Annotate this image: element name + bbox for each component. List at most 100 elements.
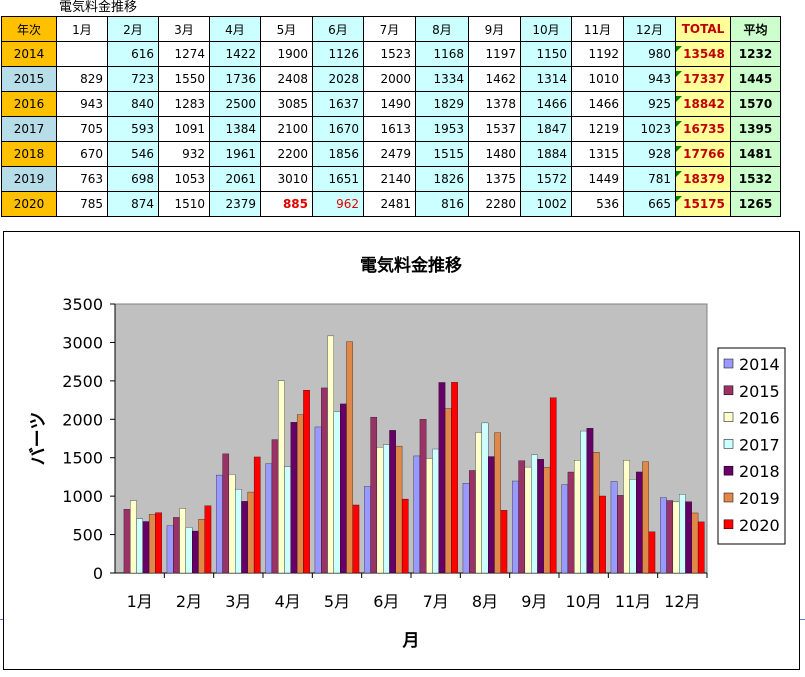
plot-area [114,303,708,574]
value-cell: 3010 [260,166,313,192]
value-cell: 1091 [158,116,210,142]
value-cell: 1168 [415,41,469,67]
legend-label-2014: 2014 [739,355,780,374]
value-cell: 2028 [312,66,364,92]
column-header: 10月 [520,16,572,42]
bar-2019-8 [494,432,501,574]
value-cell: 2140 [363,166,416,192]
total-cell: 18842 [675,91,731,117]
average-cell: 1570 [730,91,781,117]
bar-2020-3 [253,456,261,574]
value-cell: 1150 [520,41,572,67]
column-header: 6月 [312,16,364,42]
bar-2019-1 [148,514,156,574]
value-cell: 1422 [209,41,261,67]
x-tick-label: 10月 [565,592,601,611]
bar-2015-10 [567,471,575,574]
bar-2018-11 [636,471,643,574]
column-header: 9月 [468,16,521,42]
value-cell: 781 [623,166,676,192]
value-cell: 928 [623,141,676,167]
value-cell: 670 [56,141,108,167]
value-cell: 2000 [363,66,416,92]
year-cell: 2015 [1,66,57,92]
value-cell: 1449 [571,166,624,192]
value-cell: 1829 [415,91,469,117]
bar-2018-10 [586,428,594,574]
bar-2020-8 [500,510,508,574]
x-tick-label: 4月 [275,592,301,611]
value-cell: 840 [107,91,159,117]
value-cell: 932 [158,141,210,167]
value-cell: 1637 [312,91,364,117]
bar-2018-5 [339,403,347,574]
value-cell: 536 [571,191,624,217]
bar-2016-11 [623,460,630,574]
x-tick-label: 11月 [615,592,651,611]
legend-label-2019: 2019 [739,489,780,508]
legend-swatch-2019 [723,492,734,503]
x-tick-label: 8月 [472,592,498,611]
x-tick-label: 3月 [225,592,251,611]
bar-2015-2 [173,517,180,574]
value-cell: 2200 [260,141,313,167]
legend-swatch-2017 [723,439,734,449]
value-cell: 2479 [363,141,416,167]
bar-2018-12 [685,501,692,574]
table-row: 2016 943 840 1283 2500 3085 1637 1490 1829 1378 14… [1,91,781,117]
bar-2020-5 [352,504,360,574]
bar-2019-10 [592,452,600,574]
x-tick-label: 1月 [127,592,153,611]
x-axis-title: 月 [402,631,420,651]
bar-2016-2 [179,508,187,574]
value-cell: 2280 [468,191,521,217]
bar-2018-8 [487,456,495,574]
bar-2017-2 [185,527,193,574]
value-cell: 1053 [158,166,210,192]
value-cell: 1961 [209,141,261,167]
bar-2017-1 [136,518,143,574]
bar-2015-4 [271,439,279,574]
bar-2018-7 [438,382,446,574]
bar-2017-3 [235,488,242,574]
bar-2015-12 [666,500,674,574]
value-cell: 2061 [209,166,261,192]
legend-label-2015: 2015 [739,382,780,401]
value-cell: 1550 [158,66,210,92]
table-header-row: 年次 1月 2月 3月 4月 5月 6月 7月 8月 9月 10月 11月 12月 TOTAL 平均 [1,16,781,42]
bar-2016-8 [475,432,482,574]
value-cell: 943 [623,66,676,92]
bar-2017-9 [531,454,538,574]
bar-2016-5 [327,335,334,574]
column-header: 7月 [363,16,416,42]
bar-2015-3 [222,453,230,574]
value-cell: 2500 [209,91,261,117]
bar-2017-8 [481,422,489,574]
value-cell: 1192 [571,41,624,67]
bar-2015-8 [469,470,476,574]
value-cell: 1847 [520,116,572,142]
value-cell: 2481 [363,191,416,217]
value-cell: 874 [107,191,159,217]
column-header: 8月 [415,16,469,42]
value-cell: 885 [260,191,313,217]
value-cell: 829 [56,66,108,92]
column-header: 3月 [158,16,210,42]
y-tick-label: 1500 [62,449,103,468]
bar-2020-9 [549,397,557,574]
bar-2017-7 [432,448,439,574]
value-cell: 1884 [520,141,572,167]
right-border-line [800,619,805,620]
bar-2020-4 [303,390,310,574]
value-cell: 1670 [312,116,364,142]
column-header: 5月 [260,16,313,42]
value-cell: 1315 [571,141,624,167]
value-cell: 1274 [158,41,210,67]
bar-2018-1 [142,521,150,574]
value-cell: 2379 [209,191,261,217]
year-cell: 2018 [1,141,57,167]
year-cell: 2016 [1,91,57,117]
legend-swatch-2014 [723,358,734,369]
value-cell: 1537 [468,116,521,142]
value-cell: 546 [107,141,159,167]
